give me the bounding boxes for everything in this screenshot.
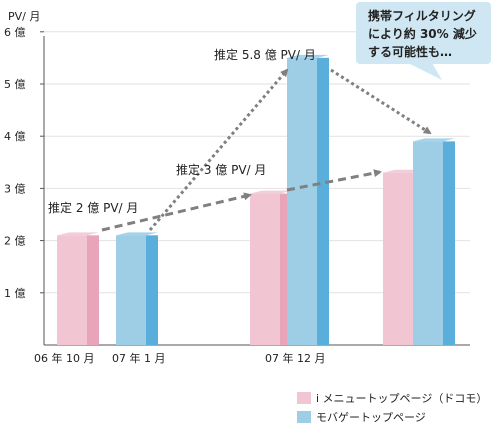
bar-top-moba bbox=[287, 54, 329, 58]
y-axis-ticks: 1 億 2 億 3 億 4 億 5 億 6 億 bbox=[4, 26, 44, 300]
bar-top-moba bbox=[413, 138, 455, 142]
callout-line-2: により約 30% 減少 bbox=[368, 26, 477, 41]
annotation-label: 推定 2 億 PV/ 月 bbox=[48, 200, 138, 215]
callout: 携帯フィルタリング により約 30% 減少 する可能性も… bbox=[356, 2, 491, 80]
bar-side-moba bbox=[146, 235, 158, 345]
callout-box bbox=[356, 2, 491, 64]
trend-arrow bbox=[148, 68, 289, 231]
bar-side-imenu bbox=[87, 235, 99, 345]
trend-arrow bbox=[330, 68, 432, 135]
bar-side-moba bbox=[317, 57, 329, 346]
y-tick-label: 4 億 bbox=[4, 130, 26, 143]
bar-side-moba bbox=[443, 141, 455, 345]
x-tick-label: 07 年 1 月 bbox=[112, 351, 166, 365]
annotations: 推定 2 億 PV/ 月 推定 3 億 PV/ 月 推定 5.8 億 PV/ 月 bbox=[48, 47, 316, 215]
x-tick-label: 07 年 12 月 bbox=[265, 351, 325, 365]
y-tick-label: 2 億 bbox=[4, 235, 26, 248]
bar-top-imenu bbox=[57, 232, 99, 236]
callout-line-1: 携帯フィルタリング bbox=[368, 8, 476, 23]
trend-arrow bbox=[286, 169, 382, 192]
annotation-label: 推定 5.8 億 PV/ 月 bbox=[214, 47, 316, 62]
trend-arrows bbox=[101, 68, 432, 232]
legend: i メニュートップページ（ドコモ） モバゲートップページ bbox=[297, 392, 487, 424]
x-axis-labels: 06 年 10 月 07 年 1 月 07 年 12 月 bbox=[34, 351, 325, 365]
annotation-label: 推定 3 億 PV/ 月 bbox=[176, 162, 266, 177]
y-tick-label: 1 億 bbox=[4, 287, 26, 300]
legend-label-moba: モバゲートップページ bbox=[316, 411, 426, 424]
callout-line-3: する可能性も… bbox=[368, 44, 452, 59]
legend-label-imenu: i メニュートップページ（ドコモ） bbox=[316, 392, 487, 405]
y-unit-label: PV/ 月 bbox=[8, 10, 40, 23]
bars bbox=[57, 54, 455, 346]
bar-top-moba bbox=[116, 232, 158, 236]
callout-tail bbox=[408, 63, 442, 80]
legend-swatch-moba bbox=[297, 411, 311, 423]
y-tick-label: 5 億 bbox=[4, 78, 26, 91]
bar-top-imenu bbox=[250, 190, 292, 194]
x-tick-label: 06 年 10 月 bbox=[34, 351, 94, 365]
y-tick-label: 6 億 bbox=[4, 26, 26, 39]
legend-swatch-imenu bbox=[297, 392, 311, 404]
y-tick-label: 3 億 bbox=[4, 182, 26, 195]
